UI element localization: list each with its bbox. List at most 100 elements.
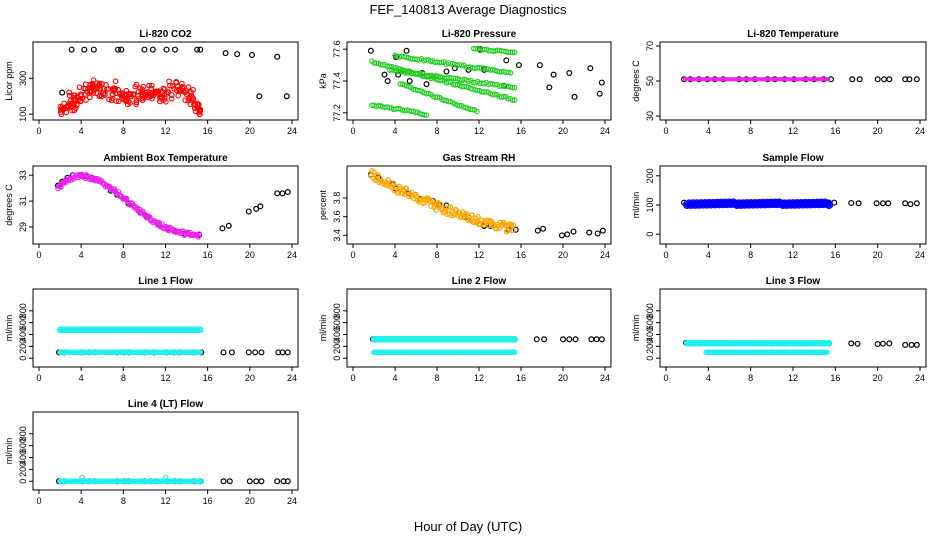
data-point — [256, 93, 263, 100]
figure-title: FEF_140813 Average Diagnostics — [369, 2, 567, 17]
data-point — [534, 227, 541, 234]
y-tick-label: 77.2 — [332, 104, 342, 122]
data-point — [246, 478, 253, 485]
data-point — [902, 341, 909, 348]
data-point — [377, 175, 383, 182]
data-point — [74, 94, 81, 101]
x-tick-label: 16 — [830, 126, 840, 136]
x-tick-label: 0 — [350, 126, 355, 136]
data-point — [462, 212, 469, 218]
y-tick-label: 3.8 — [332, 192, 342, 205]
y-tick-label: 100 — [645, 197, 655, 212]
series-minute-samples — [55, 171, 202, 240]
x-tick-label: 4 — [79, 496, 84, 506]
y-axis-label: ml/min — [631, 315, 641, 342]
data-point — [283, 93, 290, 100]
y-tick-label: 200 — [645, 339, 655, 354]
y-tick-label: 400 — [18, 450, 28, 465]
data-point — [509, 84, 516, 91]
y-tick-label: 31 — [18, 196, 28, 206]
data-point — [197, 349, 204, 356]
data-point — [485, 222, 491, 229]
data-point — [168, 95, 175, 102]
data-point — [89, 80, 96, 87]
data-point — [384, 77, 391, 84]
data-point — [423, 112, 430, 118]
pressure-band — [386, 67, 518, 91]
data-point — [546, 84, 553, 91]
data-point — [65, 100, 72, 107]
data-point — [183, 91, 190, 97]
data-point — [509, 49, 516, 56]
data-point — [118, 46, 125, 53]
data-point — [75, 97, 81, 103]
data-point — [190, 86, 196, 93]
data-point — [913, 200, 920, 207]
x-tick-label: 4 — [79, 373, 84, 383]
data-point — [195, 234, 201, 240]
y-axis-label: ml/min — [318, 315, 328, 342]
data-point — [874, 76, 881, 83]
y-tick-label: 3.4 — [332, 229, 342, 242]
series-minute-samples — [368, 167, 517, 235]
x-tick-label: 20 — [245, 373, 255, 383]
data-point — [166, 78, 172, 85]
x-tick-label: 8 — [748, 250, 753, 260]
data-point — [824, 349, 830, 356]
series-minute-samples — [682, 198, 834, 210]
data-point — [879, 340, 886, 347]
data-point — [160, 85, 167, 92]
data-point — [471, 219, 477, 226]
y-axis-label: degrees C — [631, 60, 641, 102]
x-tick-label: 12 — [474, 126, 484, 136]
data-point — [856, 76, 863, 83]
data-point — [417, 70, 424, 77]
y-tick-label: 77.6 — [332, 40, 342, 58]
data-point — [825, 339, 833, 347]
data-point — [599, 227, 606, 234]
data-point — [133, 99, 140, 106]
y-tick-label: 600 — [18, 438, 28, 453]
panel-line4: Line 4 (LT) Flow 0 4 8 12 16 20 24 0 200400600800… — [4, 399, 299, 506]
data-point — [149, 46, 156, 53]
data-point — [179, 80, 185, 87]
data-point — [167, 82, 173, 89]
panel-title: Li-820 CO2 — [139, 29, 192, 40]
data-point — [443, 68, 450, 75]
data-point — [457, 214, 464, 221]
x-tick-label: 20 — [558, 250, 568, 260]
data-point — [197, 106, 204, 113]
x-tick-label: 0 — [663, 373, 668, 383]
data-point — [165, 89, 172, 95]
data-point — [196, 231, 202, 237]
plot-frame — [659, 288, 927, 368]
data-point — [253, 205, 260, 212]
plot-frame — [32, 411, 299, 491]
data-point — [146, 82, 152, 89]
data-point — [96, 82, 102, 89]
panel-box_temp: Ambient Box Temperature 0 4 8 12 16 20 24 29 31 33… — [4, 153, 299, 260]
x-tick-label: 12 — [788, 250, 798, 260]
x-tick-label: 20 — [558, 373, 568, 383]
x-tick-label: 24 — [287, 373, 297, 383]
data-point — [151, 88, 158, 95]
y-tick-label: 33 — [18, 170, 28, 180]
data-point — [194, 46, 201, 53]
data-point — [127, 100, 133, 106]
data-point — [566, 70, 573, 77]
data-point — [175, 92, 181, 99]
panel-title: Line 2 Flow — [452, 276, 507, 287]
data-point — [99, 81, 105, 87]
x-tick-label: 12 — [474, 373, 484, 383]
data-point — [885, 200, 892, 207]
series-hourly-average — [367, 171, 606, 239]
x-tick-label: 0 — [36, 250, 41, 260]
data-point — [279, 190, 286, 197]
data-point — [180, 83, 186, 90]
panel-title: Li-820 Temperature — [747, 29, 839, 40]
data-point — [511, 349, 518, 356]
data-point — [873, 200, 880, 207]
x-tick-label: 8 — [121, 496, 126, 506]
data-point — [483, 89, 489, 95]
